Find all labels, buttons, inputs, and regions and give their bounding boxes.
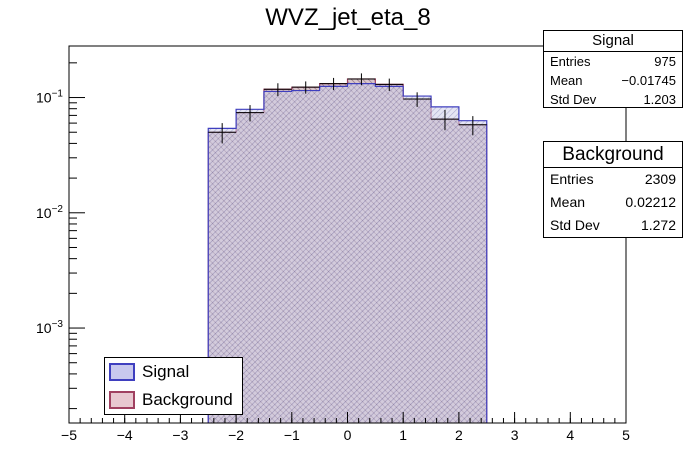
signal-bar [347, 83, 376, 423]
x-tick-label: 1 [399, 427, 407, 443]
stats-value: 2309 [644, 171, 676, 187]
x-tick-label: −1 [284, 427, 300, 443]
signal-bar [458, 120, 487, 424]
stats-label: Mean [550, 73, 583, 88]
stats-value: 975 [654, 54, 676, 69]
background-swatch [109, 391, 135, 409]
legend: Signal Background [104, 357, 243, 415]
legend-label-signal: Signal [142, 362, 190, 381]
signal-bar [375, 86, 404, 424]
error-bar [375, 78, 404, 91]
error-bars [208, 73, 487, 144]
stats-label: Mean [550, 194, 586, 210]
error-bar [263, 83, 292, 97]
x-tick-label: −4 [117, 427, 133, 443]
signal-bar [403, 96, 432, 424]
y-axis: 10−1 10−2 10−3 [36, 62, 85, 410]
x-tick-label: 0 [344, 427, 352, 443]
stats-label: Std Dev [550, 92, 597, 107]
stats-label: Entries [550, 54, 591, 69]
y-tick-label: 10−1 [36, 89, 63, 106]
error-bar [208, 123, 237, 144]
signal-swatch [109, 363, 135, 381]
x-tick-label: −2 [228, 427, 244, 443]
stats-value: −0.01745 [621, 73, 676, 88]
stats-label: Entries [550, 171, 594, 187]
stats-label: Std Dev [550, 217, 600, 233]
error-bar [319, 77, 348, 91]
x-tick-label: 3 [511, 427, 519, 443]
error-bar [458, 116, 487, 136]
legend-label-background: Background [142, 390, 233, 409]
x-tick-label: 2 [455, 427, 463, 443]
x-tick-label: −5 [61, 427, 77, 443]
chart-title: WVZ_jet_eta_8 [265, 4, 431, 31]
x-axis: −5 −4 −3 −2 −1 0 1 2 3 4 5 [61, 412, 630, 443]
signal-stats-title: Signal [544, 31, 682, 52]
legend-entry-signal: Signal [105, 358, 242, 386]
stats-row-stddev: Std Dev 1.203 [544, 90, 682, 109]
stats-value: 1.272 [640, 217, 676, 233]
stats-row-entries: Entries 975 [544, 52, 682, 71]
error-bar [291, 81, 320, 94]
stats-row-mean: Mean −0.01745 [544, 71, 682, 90]
error-bar [347, 73, 376, 86]
x-tick-label: −3 [172, 427, 188, 443]
background-stats-box: Background Entries 2309 Mean 0.02212 Std… [543, 141, 683, 238]
legend-entry-background: Background [105, 386, 242, 414]
stats-value: 1.203 [643, 92, 676, 107]
stats-row-mean: Mean 0.02212 [544, 191, 682, 214]
signal-bar [319, 86, 348, 424]
stats-row-stddev: Std Dev 1.272 [544, 214, 682, 237]
signal-bars [207, 83, 488, 424]
y-tick-label: 10−2 [36, 204, 63, 221]
signal-bar [291, 90, 320, 424]
background-stats-title: Background [544, 142, 682, 168]
x-tick-label: 5 [622, 427, 630, 443]
signal-stats-box: Signal Entries 975 Mean −0.01745 Std Dev… [543, 30, 683, 108]
error-bar [236, 105, 264, 122]
error-bar [403, 92, 432, 107]
stats-value: 0.02212 [625, 194, 676, 210]
y-tick-label: 10−3 [36, 319, 63, 336]
signal-bar [431, 106, 459, 423]
error-bar [431, 109, 459, 131]
stats-row-entries: Entries 2309 [544, 168, 682, 191]
x-tick-label: 4 [566, 427, 574, 443]
signal-bar [263, 91, 292, 423]
